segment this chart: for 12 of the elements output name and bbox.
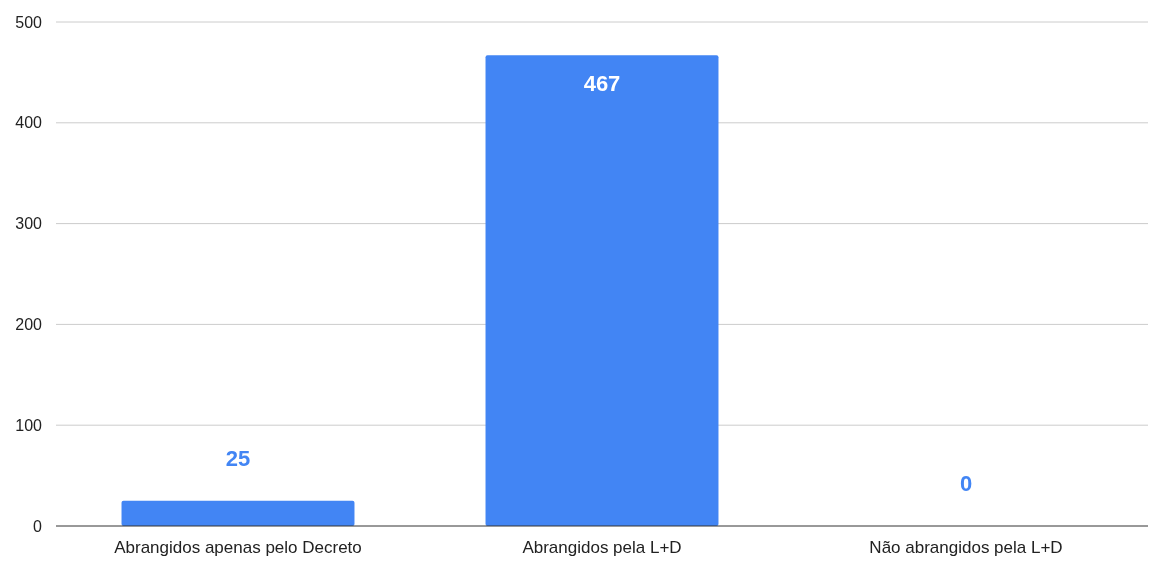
data-label: 467 — [583, 71, 621, 97]
y-tick-label: 0 — [33, 517, 43, 535]
y-tick-label: 500 — [15, 13, 43, 31]
y-tick-label: 300 — [15, 215, 43, 233]
data-label: 25 — [225, 445, 251, 471]
x-tick-label: Abrangidos pela L+D — [522, 538, 682, 558]
y-tick-label: 400 — [15, 114, 43, 132]
x-tick-label: Abrangidos apenas pelo Decreto — [114, 538, 362, 558]
data-label: 0 — [959, 471, 973, 496]
y-tick-label: 100 — [15, 416, 43, 434]
y-tick-label: 200 — [15, 316, 43, 334]
x-tick-label: Não abrangidos pela L+D — [869, 538, 1063, 558]
